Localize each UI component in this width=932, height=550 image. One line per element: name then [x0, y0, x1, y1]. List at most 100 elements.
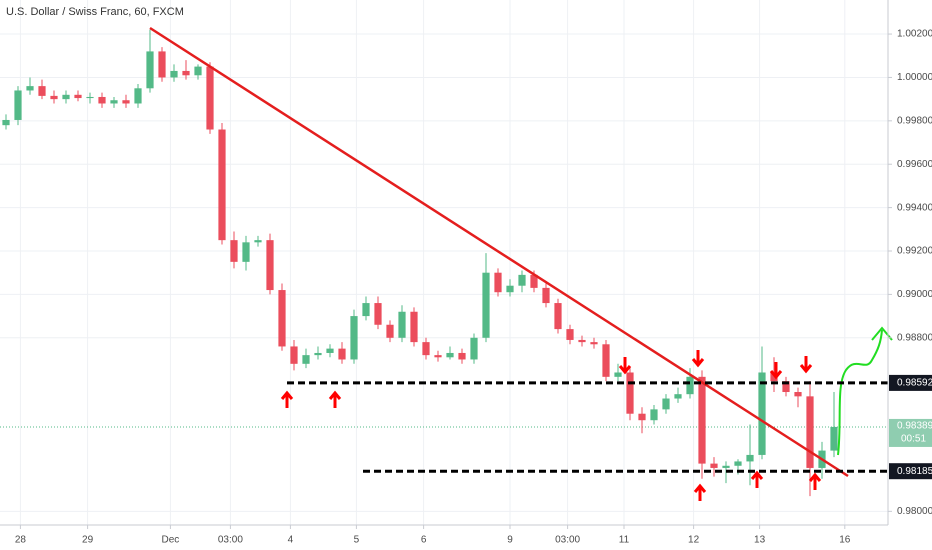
candle-body: [530, 274, 538, 288]
up-arrow: [280, 390, 294, 408]
x-tick-label: 03:00: [218, 535, 243, 546]
trend-line: [149, 26, 849, 478]
candle-body: [590, 342, 598, 345]
candle-body: [794, 392, 802, 397]
candle-body: [482, 272, 490, 338]
candle-body: [146, 51, 154, 89]
x-tick-label: 12: [688, 535, 700, 546]
candle-body: [662, 398, 670, 410]
candle-body: [134, 88, 142, 104]
candle-body: [542, 287, 550, 304]
candles: [2, 29, 838, 497]
x-tick-label: 16: [839, 535, 851, 546]
candle-body: [554, 303, 562, 330]
candle-body: [122, 100, 130, 104]
y-tick-label: 0.99000: [897, 289, 932, 300]
last-price-label: 0.98389: [897, 421, 932, 432]
candle-body: [614, 372, 622, 377]
candle-body: [518, 274, 526, 286]
down-arrow: [618, 357, 632, 375]
up-arrow: [808, 472, 822, 490]
candle-body: [218, 129, 226, 241]
candle-body: [758, 372, 766, 455]
level-box: [889, 374, 932, 391]
grid: [0, 0, 888, 525]
chart-title: U.S. Dollar / Swiss Franc, 60, FXCM: [6, 6, 184, 18]
candle-body: [182, 70, 190, 76]
candle-body: [638, 413, 646, 421]
x-tick-label: Dec: [162, 535, 180, 546]
candle-body: [434, 355, 442, 358]
x-tick-label: 4: [288, 535, 294, 546]
candle-body: [734, 461, 742, 466]
candle-body: [194, 66, 202, 76]
y-tick-label: 0.98000: [897, 506, 932, 517]
x-tick-label: 11: [619, 535, 630, 546]
candle-body: [782, 381, 790, 393]
candle-body: [302, 355, 310, 364]
candle-body: [2, 119, 10, 126]
candle-body: [446, 352, 454, 358]
candle-body: [62, 94, 70, 100]
candle-body: [710, 463, 718, 468]
candle-body: [278, 290, 286, 347]
candle-body: [50, 95, 58, 100]
candle-body: [110, 100, 118, 104]
x-tick-label: 13: [754, 535, 766, 546]
y-tick-label: 1.00200: [897, 29, 932, 40]
candle-body: [86, 96, 94, 99]
candle-body: [206, 66, 214, 130]
annotations: [149, 26, 893, 501]
candle-body: [338, 348, 346, 360]
down-arrow: [799, 356, 813, 374]
candle-body: [830, 426, 838, 451]
x-tick-label: 9: [507, 535, 513, 546]
candle-body: [626, 372, 634, 414]
candle-body: [170, 70, 178, 78]
candle-body: [698, 376, 706, 464]
y-tick-label: 1.00000: [897, 72, 932, 83]
candle-body: [74, 94, 82, 99]
candle-body: [686, 376, 694, 395]
y-tick-label: 0.98800: [897, 332, 932, 343]
candle-body: [410, 311, 418, 343]
candle-body: [158, 51, 166, 78]
y-tick-label: 0.99600: [897, 159, 932, 170]
candle-body: [506, 285, 514, 293]
up-arrow: [328, 390, 342, 408]
y-tick-label: 0.99200: [897, 246, 932, 257]
candle-body: [290, 346, 298, 364]
candle-body: [362, 303, 370, 317]
candle-body: [650, 409, 658, 421]
candle-body: [98, 96, 106, 104]
candle-body: [326, 348, 334, 353]
x-tick-label: 29: [82, 535, 94, 546]
candle-body: [422, 342, 430, 356]
candle-body: [314, 352, 322, 356]
projection-curve: [837, 329, 883, 456]
candle-body: [386, 324, 394, 338]
candle-body: [722, 465, 730, 468]
level-box: [889, 463, 932, 480]
candle-body: [266, 240, 274, 291]
y-tick-label: 0.99800: [897, 115, 932, 126]
x-tick-label: 03:00: [555, 535, 580, 546]
y-tick-label: 0.99400: [897, 202, 932, 213]
candle-body: [14, 90, 22, 120]
level-label: 0.98592: [897, 378, 932, 389]
candle-body: [242, 242, 250, 262]
candle-body: [494, 272, 502, 293]
candle-body: [746, 454, 754, 462]
countdown-label: 00:51: [901, 434, 926, 445]
candle-body: [26, 86, 34, 91]
candle-body: [674, 394, 682, 399]
projection-arrowhead: [871, 326, 893, 341]
x-tick-label: 5: [354, 535, 360, 546]
candle-body: [470, 337, 478, 360]
candle-body: [458, 352, 466, 360]
candle-body: [398, 311, 406, 338]
up-arrow: [693, 483, 707, 501]
candle-body: [374, 303, 382, 325]
x-tick-label: 28: [15, 535, 27, 546]
